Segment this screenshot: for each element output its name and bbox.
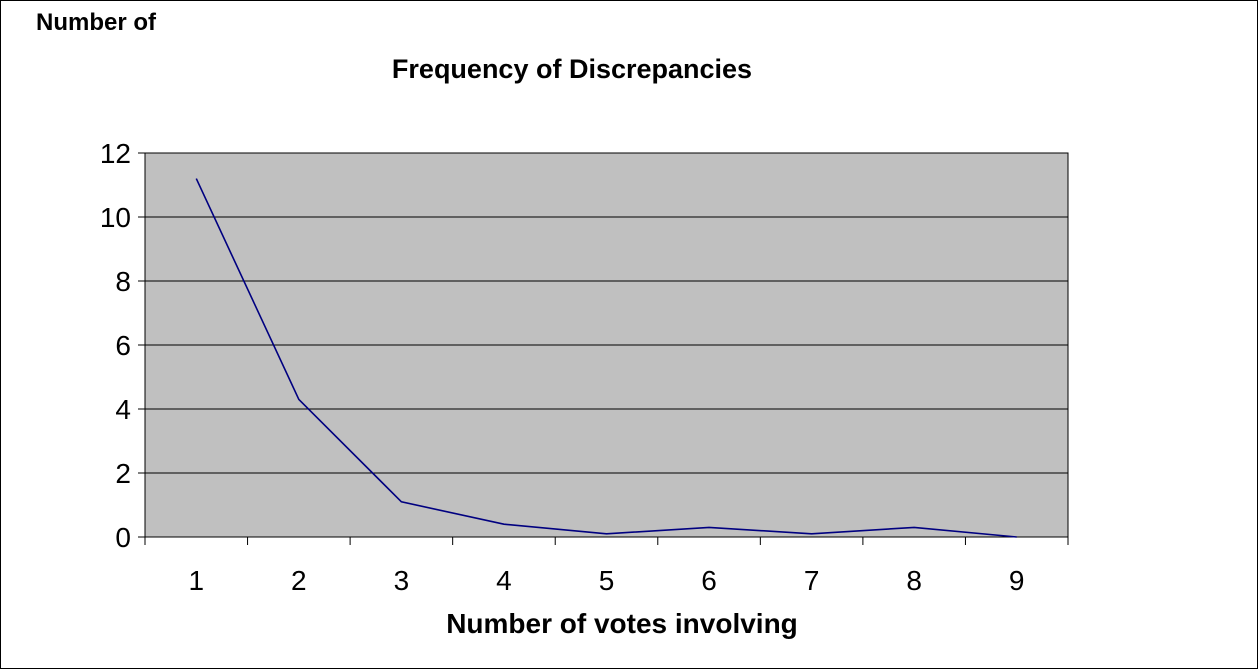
y-tick-labels: 0 2 4 6 8 10 12 (100, 138, 131, 553)
series-layer (195, 178, 1017, 538)
x-tick-label: 7 (804, 565, 820, 596)
x-tick-label: 3 (394, 565, 410, 596)
y-tick-label: 4 (115, 394, 131, 425)
x-axis-label: Number of votes involving (446, 608, 798, 639)
y-tick-label: 8 (115, 266, 131, 297)
y-axis-label: Number of (36, 9, 157, 36)
y-tick-label: 2 (115, 458, 131, 489)
series-line-0 (195, 178, 1017, 538)
x-tick-label: 5 (599, 565, 615, 596)
x-tick-labels: 1 2 3 4 5 6 7 8 9 (188, 565, 1024, 596)
x-tick-label: 4 (496, 565, 512, 596)
chart-title: Frequency of Discrepancies (392, 54, 752, 84)
x-tick-label: 9 (1009, 565, 1025, 596)
x-tick-label: 1 (188, 565, 204, 596)
gridlines (145, 152, 1068, 474)
x-tick-label: 6 (701, 565, 717, 596)
x-tick-label: 2 (291, 565, 307, 596)
y-tick-label: 10 (100, 202, 131, 233)
y-tick-label: 12 (100, 138, 131, 169)
x-tick-label: 8 (906, 565, 922, 596)
y-tick-label: 0 (115, 522, 131, 553)
y-tick-label: 6 (115, 330, 131, 361)
axes (138, 152, 1069, 545)
